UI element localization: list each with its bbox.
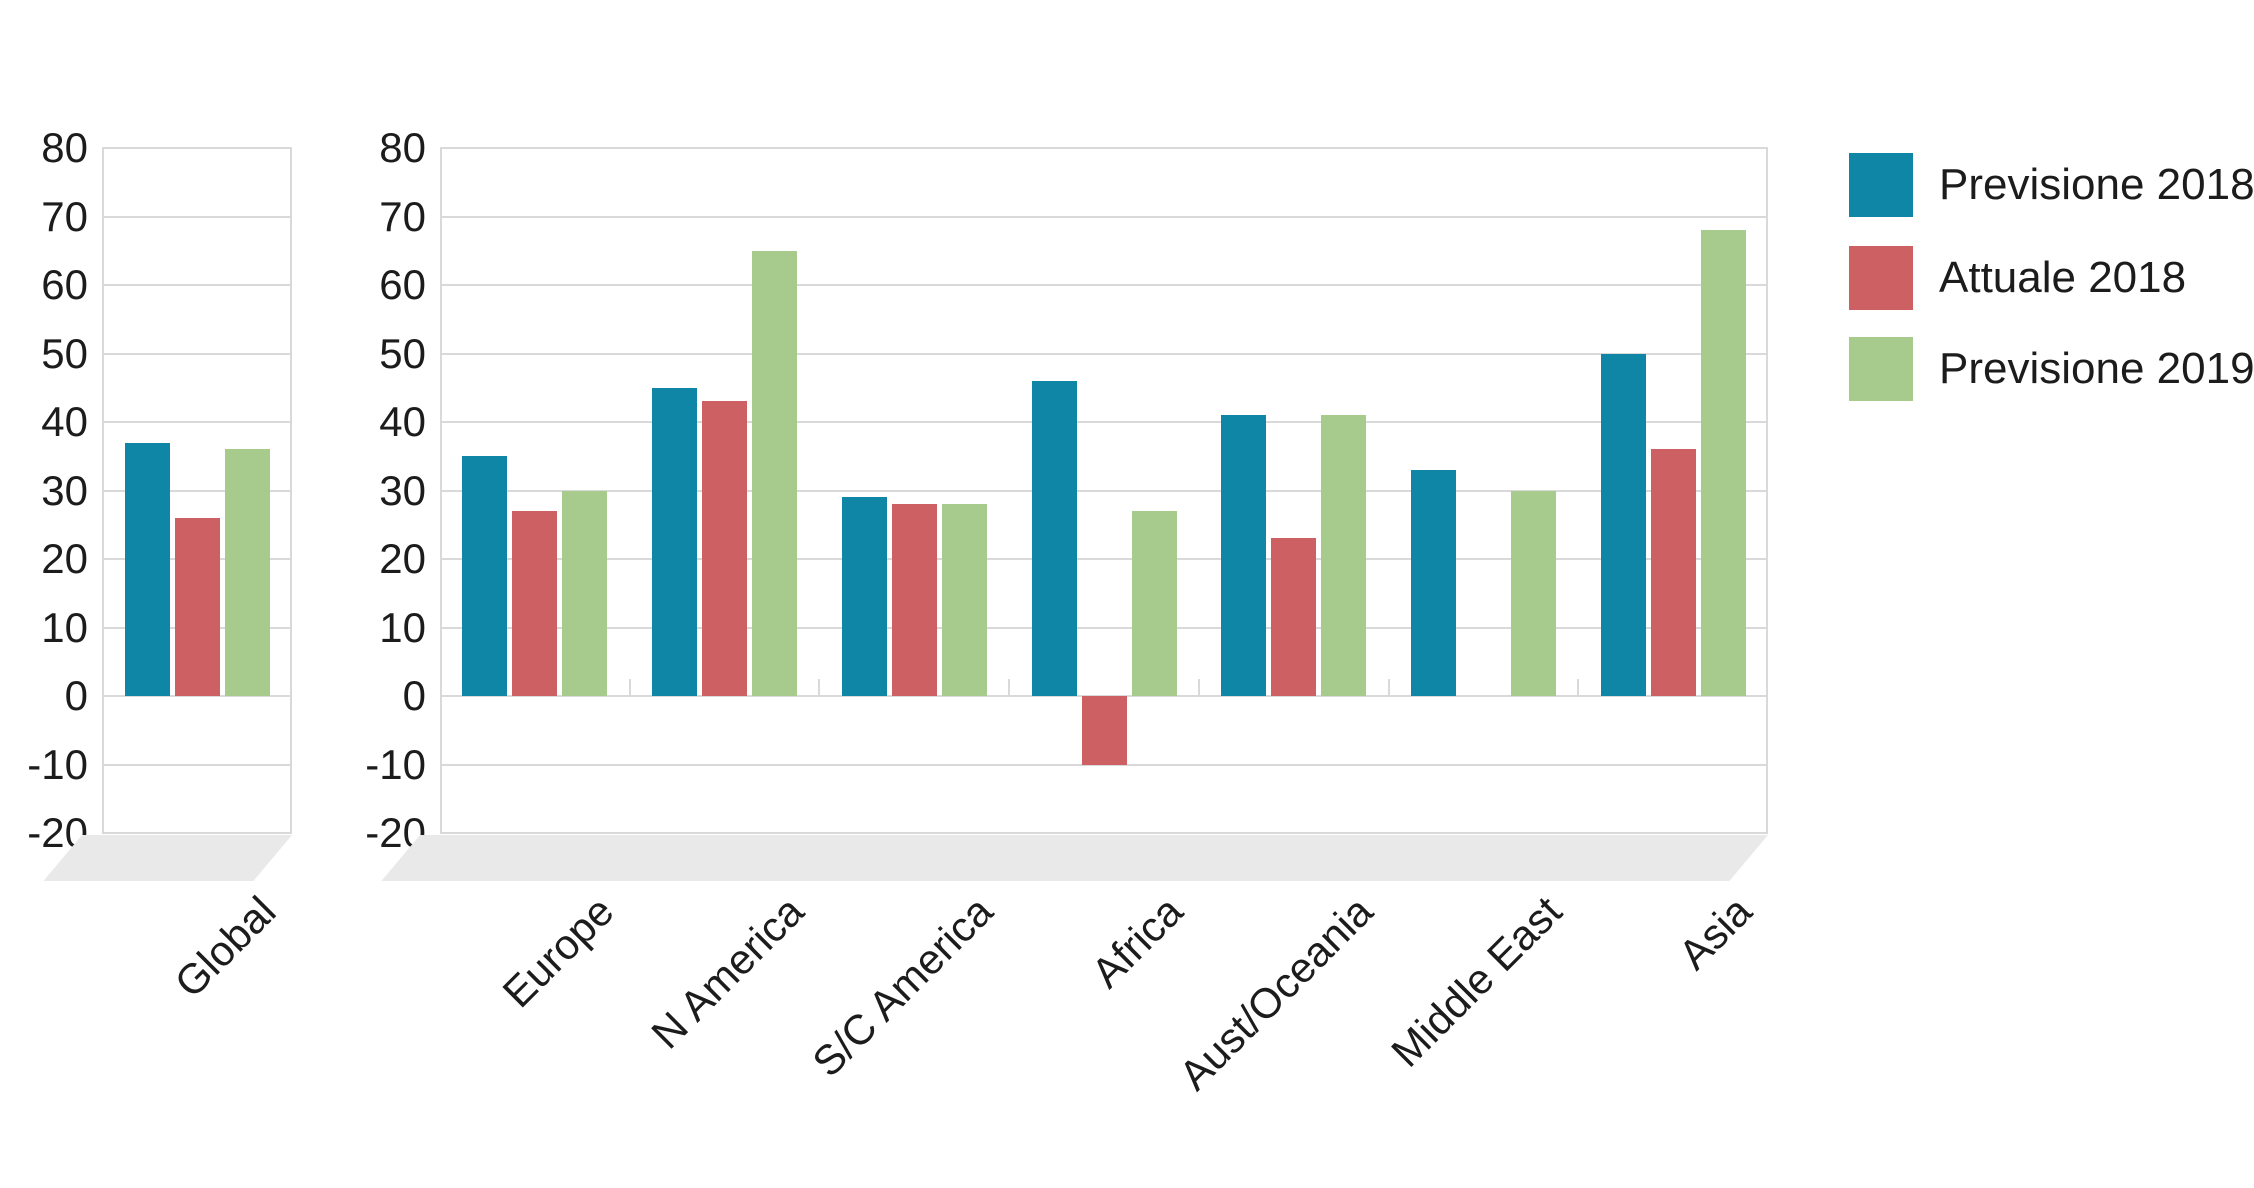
bar-attuale-2018-global	[174, 517, 220, 696]
y-axis-label: -10	[365, 740, 426, 788]
bar-previsione-2018-global	[124, 442, 170, 696]
bar-attuale-2018-asia	[1650, 449, 1696, 696]
gridline	[102, 352, 292, 355]
category-tick	[818, 679, 821, 696]
gridline	[440, 489, 1768, 492]
gridline	[440, 284, 1768, 286]
axis-line-left	[102, 148, 104, 833]
bar-previsione-2019-asia	[1700, 230, 1746, 696]
gridline	[102, 421, 292, 423]
legend-label: Previsione 2019	[1939, 344, 2254, 393]
bar-previsione-2018-middle-east	[1410, 469, 1456, 696]
y-axis-label: 0	[64, 672, 88, 719]
bar-previsione-2019-aust-oceania	[1321, 415, 1367, 696]
y-axis-label: 20	[41, 535, 88, 582]
gridline	[102, 832, 292, 834]
y-axis-label: 40	[379, 398, 426, 445]
bar-previsione-2018-asia	[1600, 353, 1646, 696]
y-axis-label: 60	[379, 261, 426, 308]
legend-label: Previsione 2018	[1939, 160, 2254, 209]
bar-previsione-2019-global	[224, 449, 270, 696]
y-axis-label: 30	[379, 466, 426, 514]
bar-previsione-2019-n-america	[752, 250, 798, 696]
bar-previsione-2018-s-c-america	[841, 497, 887, 696]
bar-attuale-2018-aust-oceania	[1271, 538, 1317, 696]
bar-previsione-2018-europe	[462, 456, 508, 696]
y-axis-label: 40	[41, 398, 88, 445]
bar-previsione-2019-s-c-america	[941, 504, 987, 696]
gridline	[440, 832, 1768, 834]
legend-swatch-attuale-2018	[1849, 246, 1913, 310]
category-tick	[628, 679, 631, 696]
gridline	[102, 763, 292, 766]
y-axis-label: -10	[27, 740, 88, 788]
legend-swatch-previsione-2019	[1849, 337, 1913, 401]
floor-shadow	[381, 835, 1769, 881]
category-tick	[1577, 679, 1580, 696]
bar-attuale-2018-n-america	[702, 401, 748, 696]
legend-label: Attuale 2018	[1939, 253, 2187, 302]
bar-previsione-2018-n-america	[652, 387, 698, 696]
legend-item-previsione-2018: Previsione 2018	[1849, 153, 2254, 217]
gridline	[440, 215, 1768, 218]
y-axis-label: 50	[379, 329, 426, 377]
axis-line-right	[1766, 148, 1768, 833]
gridline	[440, 626, 1768, 629]
axis-line-right	[290, 148, 292, 833]
y-axis-label: 70	[379, 192, 426, 240]
bar-previsione-2019-europe	[562, 490, 608, 696]
legend-item-previsione-2019: Previsione 2019	[1849, 337, 2254, 401]
bar-previsione-2019-middle-east	[1510, 490, 1556, 696]
category-tick	[1197, 679, 1200, 696]
bar-previsione-2018-africa	[1031, 380, 1077, 696]
y-axis-label: 80	[379, 124, 426, 171]
y-axis-label: 70	[41, 192, 88, 240]
y-axis-label: 0	[402, 672, 426, 719]
gridline	[440, 763, 1768, 766]
category-tick	[1387, 679, 1390, 696]
floor-shadow	[43, 835, 293, 881]
gridline	[102, 147, 292, 149]
gridline	[102, 695, 292, 697]
gridline	[440, 352, 1768, 355]
gridline	[102, 215, 292, 218]
bar-attuale-2018-africa	[1081, 696, 1127, 765]
y-axis-label: 10	[41, 603, 88, 651]
gridline	[440, 421, 1768, 423]
y-axis-label: 10	[379, 603, 426, 651]
y-axis-label: 30	[41, 466, 88, 514]
y-axis-label: 80	[41, 124, 88, 171]
gridline	[440, 147, 1768, 149]
axis-line-left	[440, 148, 442, 833]
y-axis-label: 50	[41, 329, 88, 377]
gridline	[440, 558, 1768, 560]
category-label: Asia	[1669, 887, 1761, 979]
y-axis-label: 20	[379, 535, 426, 582]
y-axis-label: 60	[41, 261, 88, 308]
category-label: Global	[165, 887, 285, 1007]
bar-attuale-2018-s-c-america	[891, 504, 937, 696]
legend-swatch-previsione-2018	[1849, 153, 1913, 217]
bar-previsione-2018-aust-oceania	[1221, 415, 1267, 696]
bar-attuale-2018-europe	[512, 511, 558, 696]
category-tick	[1008, 679, 1011, 696]
gridline	[102, 284, 292, 286]
legend-item-attuale-2018: Attuale 2018	[1849, 246, 2186, 310]
gridline	[102, 489, 292, 492]
bar-previsione-2019-africa	[1131, 511, 1177, 696]
